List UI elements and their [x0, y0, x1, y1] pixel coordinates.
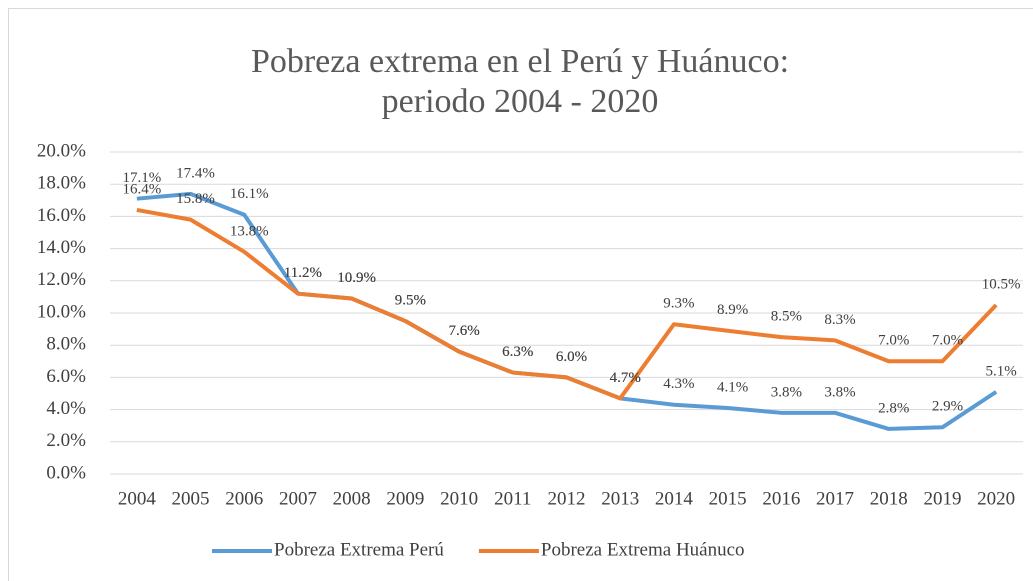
data-label: 10.5% — [982, 276, 1021, 292]
data-label: 8.9% — [717, 302, 748, 318]
data-label: 5.1% — [986, 363, 1017, 379]
data-label: 7.6% — [448, 323, 479, 339]
x-tick-label: 2008 — [333, 488, 371, 509]
data-label: 8.3% — [824, 312, 855, 328]
data-label: 4.1% — [717, 379, 748, 395]
data-label: 13.8% — [230, 223, 269, 239]
x-tick-label: 2017 — [816, 488, 854, 509]
data-label: 16.4% — [122, 181, 161, 197]
x-tick-label: 2004 — [118, 488, 157, 509]
data-label: 6.3% — [502, 344, 533, 360]
data-label: 8.5% — [771, 309, 802, 325]
x-tick-label: 2010 — [440, 488, 478, 509]
data-label: 9.5% — [395, 292, 426, 308]
y-tick-label: 14.0% — [37, 237, 86, 258]
x-tick-label: 2018 — [870, 488, 908, 509]
data-label: 9.3% — [663, 296, 694, 312]
data-label: 4.7% — [610, 370, 641, 386]
y-tick-label: 16.0% — [37, 205, 86, 226]
chart-title: Pobreza extrema en el Perú y Huánuco: pe… — [250, 43, 790, 120]
data-label: 4.3% — [663, 376, 694, 392]
data-label: 9.5% — [395, 292, 426, 308]
y-tick-label: 12.0% — [37, 269, 86, 290]
data-label: 6.0% — [556, 349, 587, 365]
data-label: 7.6% — [448, 323, 479, 339]
data-label: 3.8% — [824, 384, 855, 400]
data-label: 6.3% — [502, 344, 533, 360]
y-tick-label: 10.0% — [37, 301, 86, 322]
data-label: 4.7% — [610, 370, 641, 386]
data-label: 7.0% — [878, 333, 909, 349]
x-tick-label: 2016 — [762, 488, 800, 509]
x-tick-label: 2020 — [977, 488, 1015, 509]
data-label: 7.0% — [932, 333, 963, 349]
x-tick-label: 2014 — [655, 488, 694, 509]
y-tick-label: 20.0% — [37, 140, 86, 161]
data-label: 17.4% — [176, 165, 215, 181]
y-tick-label: 2.0% — [46, 430, 86, 451]
data-label: 6.0% — [556, 349, 587, 365]
x-tick-label: 2019 — [923, 488, 961, 509]
y-tick-label: 18.0% — [37, 173, 86, 194]
x-tick-label: 2006 — [225, 488, 263, 509]
x-tick-label: 2005 — [172, 488, 210, 509]
data-label: 10.9% — [337, 270, 376, 286]
x-tick-label: 2011 — [494, 488, 531, 509]
y-tick-label: 0.0% — [46, 462, 86, 483]
x-tick-label: 2013 — [601, 488, 639, 509]
x-tick-label: 2015 — [709, 488, 747, 509]
data-label: 15.8% — [176, 191, 215, 207]
data-label: 11.2% — [284, 265, 322, 281]
data-label: 3.8% — [771, 384, 802, 400]
legend-label: Pobreza Extrema Perú — [274, 539, 444, 560]
x-tick-label: 2009 — [386, 488, 424, 509]
data-label: 16.1% — [230, 186, 269, 202]
data-label: 17.1% — [122, 170, 161, 186]
data-label: 2.9% — [932, 399, 963, 415]
data-label: 2.8% — [878, 400, 909, 416]
legend-label: Pobreza Extrema Huánuco — [541, 539, 745, 560]
y-tick-label: 8.0% — [46, 334, 86, 355]
y-tick-label: 6.0% — [46, 366, 86, 387]
y-tick-label: 4.0% — [46, 398, 86, 419]
chart-border — [8, 8, 1033, 581]
x-tick-label: 2007 — [279, 488, 317, 509]
data-label: 10.9% — [337, 270, 376, 286]
data-label: 11.2% — [284, 265, 322, 281]
x-tick-label: 2012 — [548, 488, 586, 509]
series-line — [136, 207, 998, 401]
